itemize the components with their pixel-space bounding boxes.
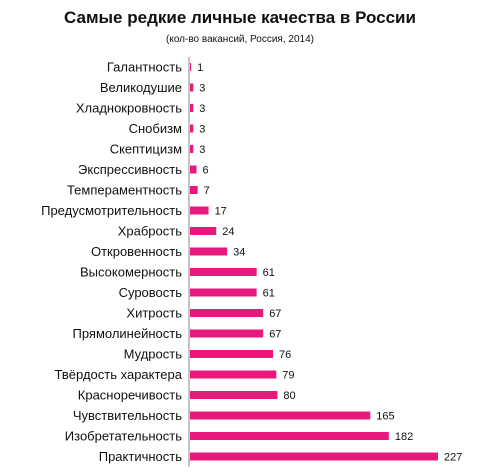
data-label: 61 (263, 267, 275, 279)
data-label: 61 (263, 288, 275, 300)
category-label: Хладнокровность (76, 101, 182, 116)
bar (190, 227, 217, 235)
data-label: 76 (279, 349, 291, 361)
category-label: Красноречивость (78, 388, 182, 403)
bar (190, 268, 257, 276)
data-label: 227 (444, 452, 462, 464)
category-label: Галантность (107, 60, 182, 75)
category-label: Прямолинейность (72, 326, 182, 341)
category-label: Чувствительность (73, 408, 182, 423)
bar (190, 186, 198, 194)
data-label: 67 (269, 308, 281, 320)
bar (190, 411, 371, 420)
bar (190, 329, 264, 338)
category-label: Высокомерность (80, 265, 182, 280)
bar (190, 288, 257, 297)
bar (190, 432, 389, 440)
data-label: 165 (376, 411, 394, 423)
category-label: Экспрессивность (78, 162, 182, 177)
category-label: Суровость (119, 285, 183, 300)
category-label: Скептицизм (110, 142, 182, 157)
category-label: Мудрость (124, 347, 183, 362)
category-label: Практичность (99, 449, 182, 464)
category-label: Великодушие (100, 80, 182, 95)
bar (190, 370, 277, 379)
data-label: 34 (233, 247, 245, 259)
category-label: Откровенность (91, 244, 182, 259)
chart-subtitle: (кол-во вакансий, Россия, 2014) (166, 34, 314, 45)
bar (190, 350, 274, 358)
data-label: 3 (199, 103, 205, 115)
category-label: Темпераментность (67, 183, 182, 198)
data-label: 24 (222, 226, 234, 238)
data-label: 7 (204, 185, 210, 197)
category-label: Хитрость (126, 306, 182, 321)
bar (190, 452, 438, 461)
data-label: 182 (395, 431, 413, 443)
bar (190, 391, 278, 399)
bar (190, 145, 194, 153)
category-label: Храбрость (118, 224, 182, 239)
data-label: 6 (203, 165, 209, 177)
data-label: 1 (197, 62, 203, 74)
category-label: Снобизм (129, 121, 182, 136)
data-label: 3 (199, 124, 205, 136)
bar (190, 309, 264, 317)
bar (190, 165, 197, 174)
bar (190, 83, 194, 92)
bar (190, 124, 194, 133)
data-label: 3 (199, 83, 205, 95)
data-label: 80 (283, 390, 295, 402)
bar (190, 63, 192, 71)
data-label: 79 (282, 370, 294, 382)
chart-title: Самые редкие личные качества в России (64, 8, 416, 27)
bar (190, 206, 209, 215)
data-label: 3 (199, 144, 205, 156)
category-label: Изобретательность (65, 429, 182, 444)
data-label: 67 (269, 329, 281, 341)
category-label: Предусмотрительность (41, 203, 182, 218)
data-label: 17 (215, 206, 227, 218)
bar (190, 104, 194, 112)
bar (190, 247, 228, 256)
category-label: Твёрдость характера (55, 367, 183, 382)
